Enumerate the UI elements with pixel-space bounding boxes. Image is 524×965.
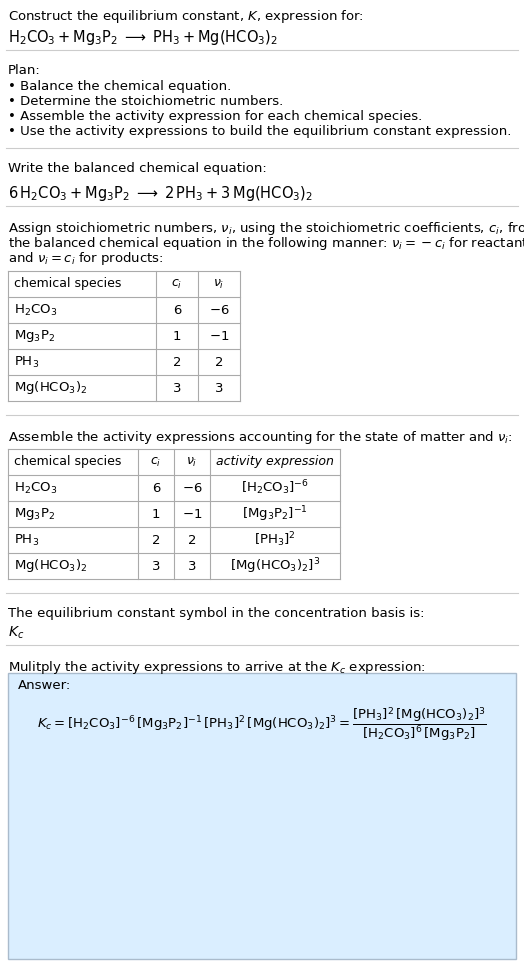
- Text: Assemble the activity expressions accounting for the state of matter and $\nu_i$: Assemble the activity expressions accoun…: [8, 429, 512, 446]
- Text: 6: 6: [152, 482, 160, 494]
- Text: $-6$: $-6$: [209, 304, 230, 317]
- Text: 3: 3: [215, 381, 223, 395]
- Text: $[\mathrm{H_2CO_3}]^{-6}$: $[\mathrm{H_2CO_3}]^{-6}$: [241, 479, 309, 497]
- Text: $\mathrm{PH_3}$: $\mathrm{PH_3}$: [14, 533, 39, 547]
- Text: $\mathrm{PH_3}$: $\mathrm{PH_3}$: [14, 354, 39, 370]
- Text: $K_c$: $K_c$: [8, 625, 24, 642]
- Text: 3: 3: [152, 560, 160, 572]
- Text: $K_c = [\mathrm{H_2CO_3}]^{-6}\,[\mathrm{Mg_3P_2}]^{-1}\,[\mathrm{PH_3}]^{2}\,[\: $K_c = [\mathrm{H_2CO_3}]^{-6}\,[\mathrm…: [37, 705, 487, 743]
- Text: $\mathrm{H_2CO_3 + Mg_3P_2 \;\longrightarrow\; PH_3 + Mg(HCO_3)_2}$: $\mathrm{H_2CO_3 + Mg_3P_2 \;\longrighta…: [8, 28, 278, 47]
- Text: $-6$: $-6$: [182, 482, 202, 494]
- Text: 1: 1: [173, 329, 181, 343]
- Text: • Balance the chemical equation.: • Balance the chemical equation.: [8, 80, 231, 93]
- Text: $\nu_i$: $\nu_i$: [187, 455, 198, 469]
- Text: 3: 3: [188, 560, 196, 572]
- Text: $-1$: $-1$: [182, 508, 202, 520]
- FancyBboxPatch shape: [8, 673, 516, 959]
- Text: 2: 2: [152, 534, 160, 546]
- Text: $\mathrm{H_2CO_3}$: $\mathrm{H_2CO_3}$: [14, 481, 57, 496]
- Text: 2: 2: [173, 355, 181, 369]
- Text: chemical species: chemical species: [14, 278, 122, 290]
- Text: • Use the activity expressions to build the equilibrium constant expression.: • Use the activity expressions to build …: [8, 125, 511, 138]
- Text: $\mathrm{Mg(HCO_3)_2}$: $\mathrm{Mg(HCO_3)_2}$: [14, 558, 87, 574]
- Text: chemical species: chemical species: [14, 455, 122, 468]
- Text: $c_i$: $c_i$: [150, 455, 161, 469]
- Text: • Assemble the activity expression for each chemical species.: • Assemble the activity expression for e…: [8, 110, 422, 123]
- Text: The equilibrium constant symbol in the concentration basis is:: The equilibrium constant symbol in the c…: [8, 607, 424, 620]
- Text: $c_i$: $c_i$: [171, 278, 183, 290]
- Text: $[\mathrm{Mg_3P_2}]^{-1}$: $[\mathrm{Mg_3P_2}]^{-1}$: [242, 504, 308, 524]
- Text: 1: 1: [152, 508, 160, 520]
- Text: • Determine the stoichiometric numbers.: • Determine the stoichiometric numbers.: [8, 95, 283, 108]
- Text: $\nu_i$: $\nu_i$: [213, 278, 225, 290]
- Text: 2: 2: [215, 355, 223, 369]
- Text: $\mathrm{6\,H_2CO_3 + Mg_3P_2 \;\longrightarrow\; 2\,PH_3 + 3\,Mg(HCO_3)_2}$: $\mathrm{6\,H_2CO_3 + Mg_3P_2 \;\longrig…: [8, 184, 313, 203]
- Text: 2: 2: [188, 534, 196, 546]
- Text: $\mathrm{H_2CO_3}$: $\mathrm{H_2CO_3}$: [14, 302, 57, 317]
- Text: Plan:: Plan:: [8, 64, 41, 77]
- Text: Answer:: Answer:: [18, 679, 71, 692]
- Text: $\mathrm{Mg_3P_2}$: $\mathrm{Mg_3P_2}$: [14, 506, 55, 522]
- Text: Construct the equilibrium constant, $K$, expression for:: Construct the equilibrium constant, $K$,…: [8, 8, 364, 25]
- Text: Write the balanced chemical equation:: Write the balanced chemical equation:: [8, 162, 267, 175]
- Text: $\mathrm{Mg_3P_2}$: $\mathrm{Mg_3P_2}$: [14, 328, 55, 344]
- Text: $\mathrm{Mg(HCO_3)_2}$: $\mathrm{Mg(HCO_3)_2}$: [14, 379, 87, 397]
- Text: the balanced chemical equation in the following manner: $\nu_i = -c_i$ for react: the balanced chemical equation in the fo…: [8, 235, 524, 252]
- Text: Assign stoichiometric numbers, $\nu_i$, using the stoichiometric coefficients, $: Assign stoichiometric numbers, $\nu_i$, …: [8, 220, 524, 237]
- Text: $[\mathrm{PH_3}]^{2}$: $[\mathrm{PH_3}]^{2}$: [254, 531, 296, 549]
- Text: Mulitply the activity expressions to arrive at the $K_c$ expression:: Mulitply the activity expressions to arr…: [8, 659, 426, 676]
- Text: $-1$: $-1$: [209, 329, 229, 343]
- Text: $[\mathrm{Mg(HCO_3)_2}]^{3}$: $[\mathrm{Mg(HCO_3)_2}]^{3}$: [230, 556, 320, 576]
- Text: 3: 3: [173, 381, 181, 395]
- Text: activity expression: activity expression: [216, 455, 334, 468]
- Text: 6: 6: [173, 304, 181, 317]
- Text: and $\nu_i = c_i$ for products:: and $\nu_i = c_i$ for products:: [8, 250, 163, 267]
